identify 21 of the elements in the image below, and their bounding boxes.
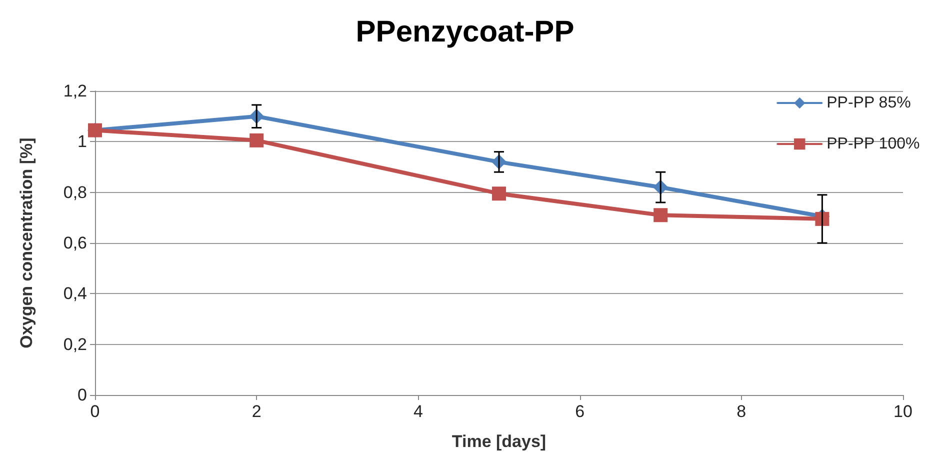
x-tick-label: 8 bbox=[736, 402, 746, 421]
y-tick-label: 0,4 bbox=[63, 284, 87, 304]
y-tick-label: 0,6 bbox=[63, 234, 87, 252]
point bbox=[492, 186, 506, 201]
y-tick-label: 1,2 bbox=[63, 82, 87, 100]
chart-title: PPenzycoat-PP bbox=[356, 16, 574, 48]
x-tick-label: 0 bbox=[90, 402, 100, 421]
x-axis-title: Time [days] bbox=[452, 432, 546, 451]
y-tick-label: 0,2 bbox=[63, 334, 87, 354]
y-tick-label: 0,8 bbox=[63, 182, 87, 202]
point bbox=[654, 208, 668, 222]
y-tick-label: 1 bbox=[78, 132, 87, 152]
legend-label: PP-PP 100% bbox=[826, 136, 920, 152]
point bbox=[250, 133, 264, 148]
x-tick-label: 4 bbox=[413, 402, 423, 421]
legend-label: PP-PP 85% bbox=[826, 94, 911, 112]
x-tick-label: 10 bbox=[894, 402, 912, 421]
y-axis-title: Oxygen concentration [%] bbox=[17, 138, 36, 348]
x-tick-label: 2 bbox=[252, 402, 262, 421]
y-tick-label: 0 bbox=[78, 386, 87, 404]
x-tick-label: 6 bbox=[575, 402, 585, 421]
